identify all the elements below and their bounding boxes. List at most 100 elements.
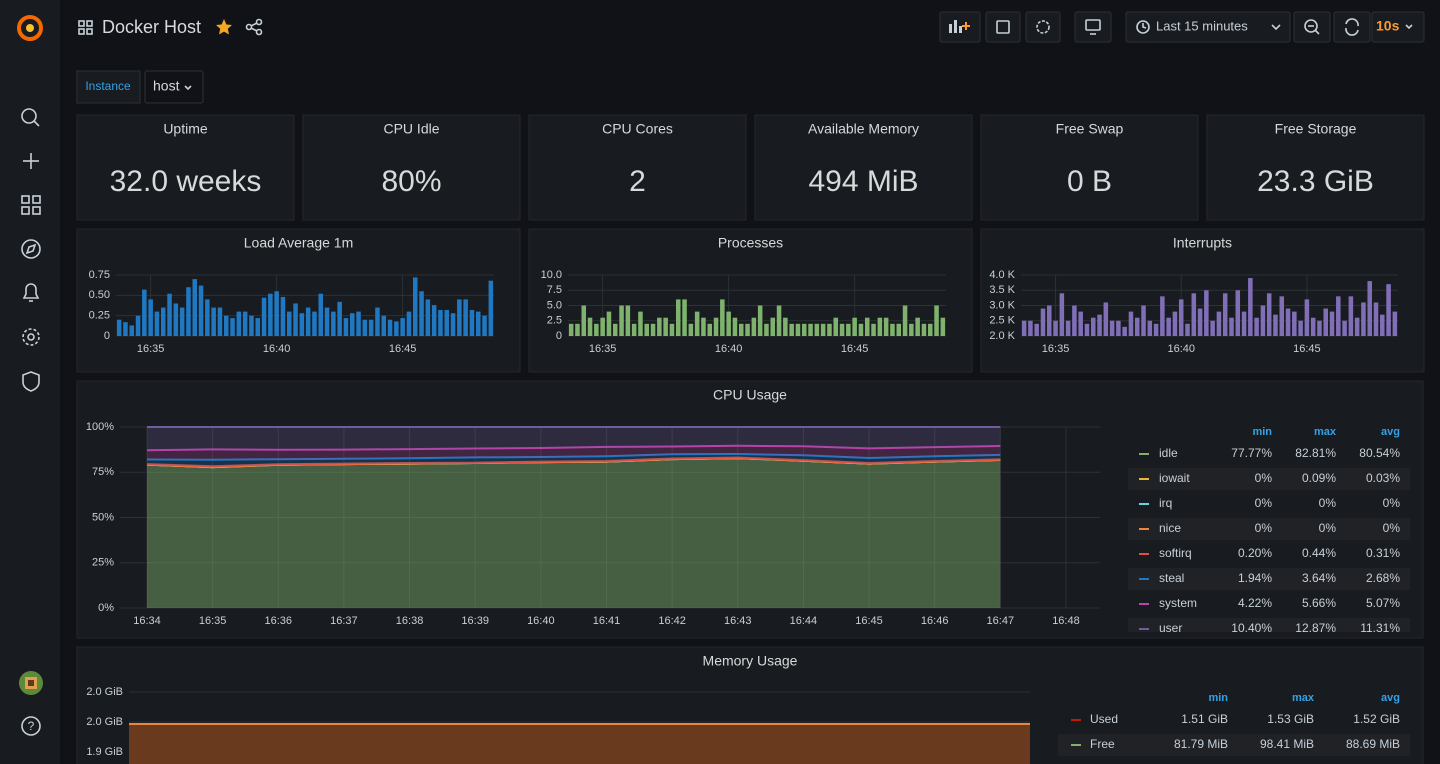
search-icon[interactable] xyxy=(21,108,40,127)
bar xyxy=(343,318,349,336)
bar xyxy=(921,323,927,336)
legend: min max avg Used 1.51 GiB 1.53 GiB 1.52 GiB Fre… xyxy=(1058,692,1410,756)
legend-value: 80.54% xyxy=(1359,446,1400,460)
stat-value: 2 xyxy=(629,165,646,198)
bar xyxy=(205,299,210,336)
bar xyxy=(1342,320,1347,336)
bar xyxy=(682,299,687,336)
legend-name[interactable]: idle xyxy=(1159,446,1178,460)
bar xyxy=(657,317,662,336)
create-icon[interactable] xyxy=(23,153,39,169)
legend-value: 0.44% xyxy=(1302,546,1336,560)
bar xyxy=(594,323,599,336)
legend-name[interactable]: system xyxy=(1159,596,1197,610)
panel xyxy=(76,380,1424,639)
panel xyxy=(528,114,747,221)
settings-icon[interactable] xyxy=(22,328,40,346)
bar xyxy=(606,311,612,336)
tv-mode-button[interactable] xyxy=(1074,11,1112,43)
x-tick-label: 16:47 xyxy=(987,615,1015,627)
time-range[interactable]: Last 15 minutes xyxy=(1156,18,1248,33)
refresh-interval[interactable] xyxy=(1371,11,1425,43)
bar xyxy=(1266,293,1272,336)
legend-value: 0.03% xyxy=(1366,471,1400,485)
legend-name[interactable]: Free xyxy=(1090,737,1115,751)
legend-name[interactable]: irq xyxy=(1159,496,1172,510)
panel-title: Memory Usage xyxy=(703,653,798,669)
zoom-out-button[interactable] xyxy=(1293,11,1331,43)
bar xyxy=(1235,290,1241,336)
legend-row-bg xyxy=(1128,568,1410,590)
share-button[interactable] xyxy=(245,18,263,36)
grafana-logo[interactable] xyxy=(17,15,43,41)
y-tick-label: 2.0 K xyxy=(989,330,1015,342)
bar xyxy=(575,323,580,336)
dashboard-title[interactable]: Docker Host xyxy=(102,17,201,37)
panel-title: Processes xyxy=(718,235,783,251)
refresh-button[interactable] xyxy=(1333,11,1371,43)
bar xyxy=(1059,293,1065,336)
bar xyxy=(701,317,706,336)
legend-value: 77.77% xyxy=(1231,446,1272,460)
bar xyxy=(318,293,324,336)
legend-header: min xyxy=(1252,426,1272,438)
bar xyxy=(305,307,311,336)
bar xyxy=(1021,320,1027,336)
dashboards-icon[interactable] xyxy=(21,195,41,215)
y-tick-label: 10.0 xyxy=(541,269,562,281)
time-picker[interactable] xyxy=(1125,11,1291,43)
legend-value: 2.68% xyxy=(1366,571,1400,585)
x-tick-label: 16:45 xyxy=(389,343,417,355)
bar xyxy=(362,319,368,336)
legend-value: 1.94% xyxy=(1238,571,1272,585)
bar xyxy=(412,277,418,336)
x-tick-label: 16:45 xyxy=(855,615,883,627)
star-button[interactable] xyxy=(216,19,232,35)
bar xyxy=(1166,317,1171,336)
user-avatar[interactable] xyxy=(19,671,43,695)
y-tick-label: 50% xyxy=(92,511,114,523)
stat-title: Free Storage xyxy=(1275,121,1357,137)
bar xyxy=(631,323,637,336)
bar xyxy=(186,287,191,336)
legend-name[interactable]: Used xyxy=(1090,712,1118,726)
settings-button[interactable] xyxy=(1025,11,1061,43)
add-panel-button[interactable] xyxy=(939,11,981,43)
alerting-icon[interactable] xyxy=(22,283,40,302)
legend-name[interactable]: user xyxy=(1159,621,1182,635)
variable-value[interactable]: host xyxy=(153,78,180,94)
y-tick-label: 0.50 xyxy=(89,289,110,301)
bar xyxy=(713,317,719,336)
legend-name[interactable]: softirq xyxy=(1159,546,1192,560)
x-tick-label: 16:40 xyxy=(263,343,291,355)
save-button[interactable] xyxy=(985,11,1021,43)
legend-value: 81.79 MiB xyxy=(1174,737,1228,751)
y-tick-label: 2.0 GiB xyxy=(86,686,123,698)
bar xyxy=(431,305,437,336)
bar xyxy=(1191,293,1197,336)
legend-name[interactable]: nice xyxy=(1159,521,1181,535)
bar xyxy=(1065,320,1071,336)
refresh-interval-label[interactable]: 10s xyxy=(1376,18,1400,34)
y-tick-label: 4.0 K xyxy=(989,269,1015,281)
bar xyxy=(1285,308,1291,336)
bar xyxy=(261,297,267,336)
series-area xyxy=(147,454,1001,467)
bar xyxy=(1053,320,1058,336)
y-tick-label: 100% xyxy=(86,421,114,433)
bar xyxy=(1078,311,1083,336)
legend-value: 0% xyxy=(1383,496,1401,510)
explore-icon[interactable] xyxy=(21,239,41,259)
admin-icon[interactable] xyxy=(22,371,40,392)
variable-dropdown[interactable] xyxy=(144,70,204,104)
bar xyxy=(1367,281,1372,336)
bar xyxy=(148,299,153,336)
bar xyxy=(331,311,336,336)
legend-value: 0.09% xyxy=(1302,471,1336,485)
help-icon[interactable]: ? xyxy=(21,716,41,736)
dropdown-caret xyxy=(184,85,192,91)
legend-name[interactable]: steal xyxy=(1159,571,1184,585)
stat-value: 0 B xyxy=(1067,165,1112,198)
bar xyxy=(581,305,587,336)
legend-name[interactable]: iowait xyxy=(1159,471,1190,485)
